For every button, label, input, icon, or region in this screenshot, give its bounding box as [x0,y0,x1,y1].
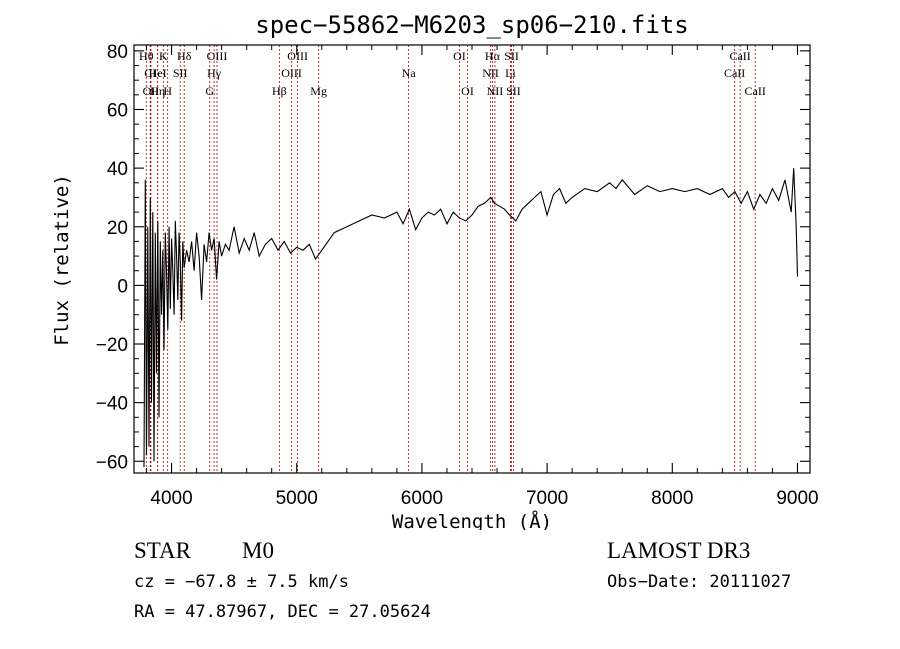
y-tick-label: 0 [117,276,128,297]
x-axis-label: Wavelength (Å) [392,510,552,530]
line-label: Li [505,66,516,80]
line-label: CI [144,66,156,80]
plot-frame [133,44,811,474]
line-label: Na [402,66,417,80]
line-label: Mg [310,84,327,98]
line-label: CaII [729,49,750,63]
y-tick-label: 40 [107,159,128,180]
line-label: NII [482,66,499,80]
axis-ticks: 4000 5000 6000 7000 8000 9000 −60 −40 −20 0 20 40 60… [96,42,819,509]
y-axis-label: Flux (relative) [51,174,73,346]
y-tick-label: −40 [96,394,128,415]
line-label: CaII [745,84,766,98]
line-label: H [163,84,172,98]
line-label: OIII [207,49,228,63]
spectrum-chart: spec−55862−M6203_sp06−210.fits HθCIOIIKH… [51,11,819,530]
x-tick-label: 6000 [401,488,443,509]
line-label: SII [173,66,188,80]
x-tick-label: 4000 [150,488,192,509]
y-tick-label: −60 [96,452,128,473]
line-label: OIII [287,49,308,63]
line-label: Hβ [272,84,287,98]
x-tick-label: 7000 [526,488,568,509]
chart-title: spec−55862−M6203_sp06−210.fits [255,11,688,39]
y-tick-label: 20 [107,218,128,239]
line-label: OIII [281,66,302,80]
line-label: Hα [485,49,501,63]
ra-dec: RA = 47.87967, DEC = 27.05624 [134,602,431,622]
x-tick-label: 8000 [651,488,693,509]
line-label: Hδ [177,49,192,63]
line-label: OII [143,84,160,98]
line-label: SII [504,49,519,63]
line-label: CaII [724,66,745,80]
x-tick-label: 5000 [276,488,318,509]
line-label: OI [453,49,466,63]
line-label: NII [487,84,504,98]
redshift-cz: cz = −67.8 ± 7.5 km/s [134,572,349,592]
line-label: Hη [150,84,165,98]
y-tick-label: 60 [107,100,128,121]
line-label: SII [506,84,521,98]
line-label: K [159,49,168,63]
object-class: STAR [134,538,191,563]
obs-date: Obs−Date: 20111027 [607,572,792,592]
y-tick-label: 80 [107,42,128,63]
object-subclass: M0 [242,538,274,563]
x-tick-label: 9000 [776,488,818,509]
y-tick-label: −20 [96,335,128,356]
survey-name: LAMOST DR3 [607,538,751,563]
line-label: G [205,84,214,98]
line-label: OI [461,84,474,98]
spectrum-line [143,168,799,468]
line-label: Hθ [139,49,154,63]
line-label: Hγ [207,66,222,80]
